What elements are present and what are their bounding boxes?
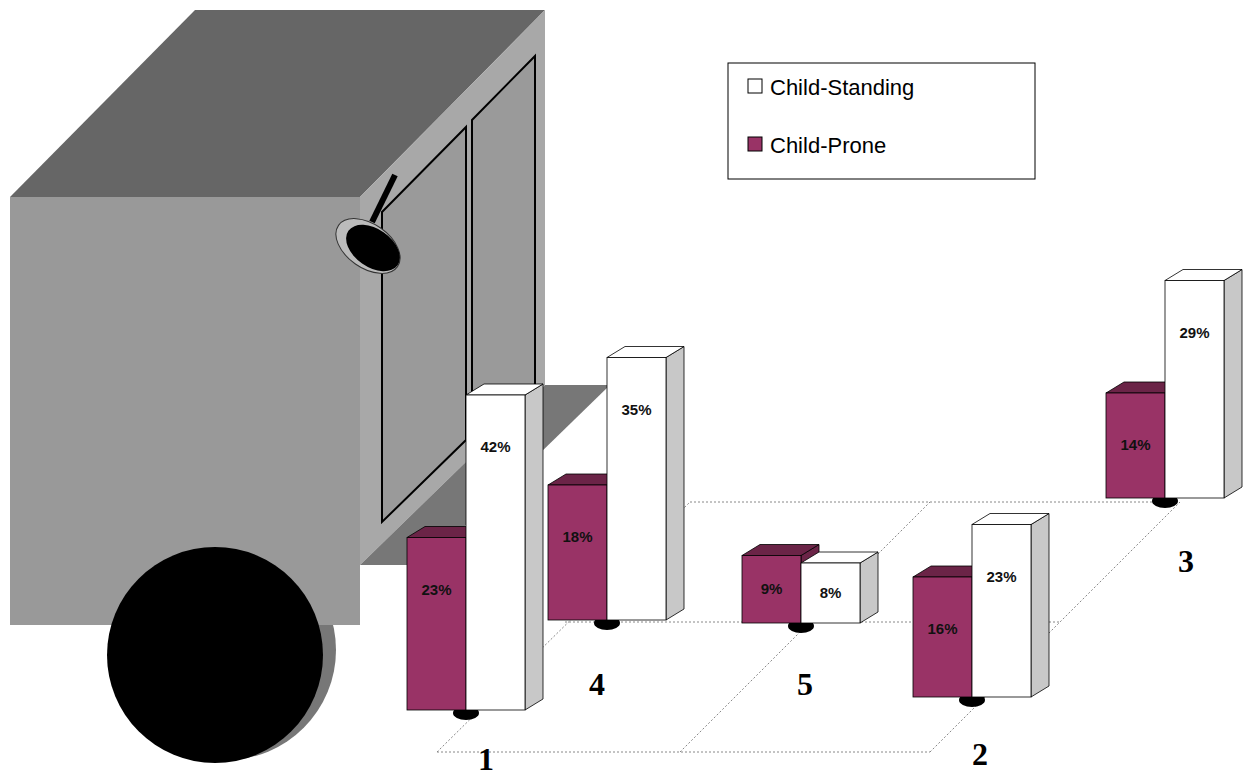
bar-front	[466, 395, 525, 710]
legend-label: Child-Prone	[770, 133, 886, 158]
bar-front	[742, 556, 801, 624]
bar	[607, 347, 684, 621]
data-label: 9%	[761, 580, 783, 597]
bar	[801, 552, 878, 623]
legend-swatch	[748, 137, 762, 151]
data-label: 29%	[1179, 324, 1209, 341]
bars	[407, 270, 1242, 721]
legend: Child-Standing Child-Prone	[728, 63, 1035, 179]
data-label: 16%	[927, 620, 957, 637]
bar-top	[466, 384, 543, 395]
chart-root: 23% 42% 16% 23% 14% 29% 18% 35% 9% 8% 1 2 3 4 5 Child-S…	[0, 0, 1248, 780]
window	[382, 127, 466, 522]
bar-top	[801, 552, 878, 563]
mirror-rim	[326, 207, 410, 284]
bar-front	[1106, 393, 1165, 498]
bar-front	[407, 538, 466, 711]
category-label: 4	[589, 666, 605, 702]
data-label: 23%	[421, 581, 451, 598]
floor-line	[680, 502, 930, 752]
category-label: 1	[478, 741, 494, 777]
bar-front	[1165, 281, 1224, 499]
data-label: 18%	[562, 528, 592, 545]
truck	[10, 10, 610, 763]
mirror-arm	[372, 175, 395, 222]
bar-side	[860, 552, 878, 623]
legend-label: Child-Standing	[770, 75, 914, 100]
wheel	[107, 547, 323, 763]
floor-line	[437, 752, 930, 753]
data-label: 23%	[986, 568, 1016, 585]
data-label: 8%	[820, 584, 842, 601]
bar-front	[548, 485, 607, 620]
bar-side	[1031, 514, 1049, 698]
bar-top	[972, 514, 1049, 525]
legend-swatch	[748, 79, 762, 93]
data-labels: 23% 42% 16% 23% 14% 29% 18% 35% 9% 8%	[421, 324, 1209, 638]
legend-box	[728, 63, 1035, 179]
bar-side	[525, 384, 543, 710]
bar-front	[801, 563, 860, 623]
bar	[1165, 270, 1242, 499]
bar	[466, 384, 543, 710]
category-label: 3	[1178, 543, 1194, 579]
data-label: 35%	[621, 401, 651, 418]
category-label: 2	[972, 736, 988, 772]
bar-top	[742, 545, 819, 556]
bar-top	[607, 347, 684, 358]
bar-front	[972, 525, 1031, 698]
mirror	[338, 215, 409, 281]
data-label: 42%	[480, 438, 510, 455]
bar	[972, 514, 1049, 698]
category-label: 5	[797, 666, 813, 702]
bar-side	[1224, 270, 1242, 499]
chart: 23% 42% 16% 23% 14% 29% 18% 35% 9% 8% 1 2 3 4 5 Child-S…	[0, 0, 1248, 780]
bar-front	[607, 358, 666, 621]
bar-top	[1165, 270, 1242, 281]
bar-side	[666, 347, 684, 621]
bar-front	[913, 577, 972, 697]
data-label: 14%	[1120, 436, 1150, 453]
